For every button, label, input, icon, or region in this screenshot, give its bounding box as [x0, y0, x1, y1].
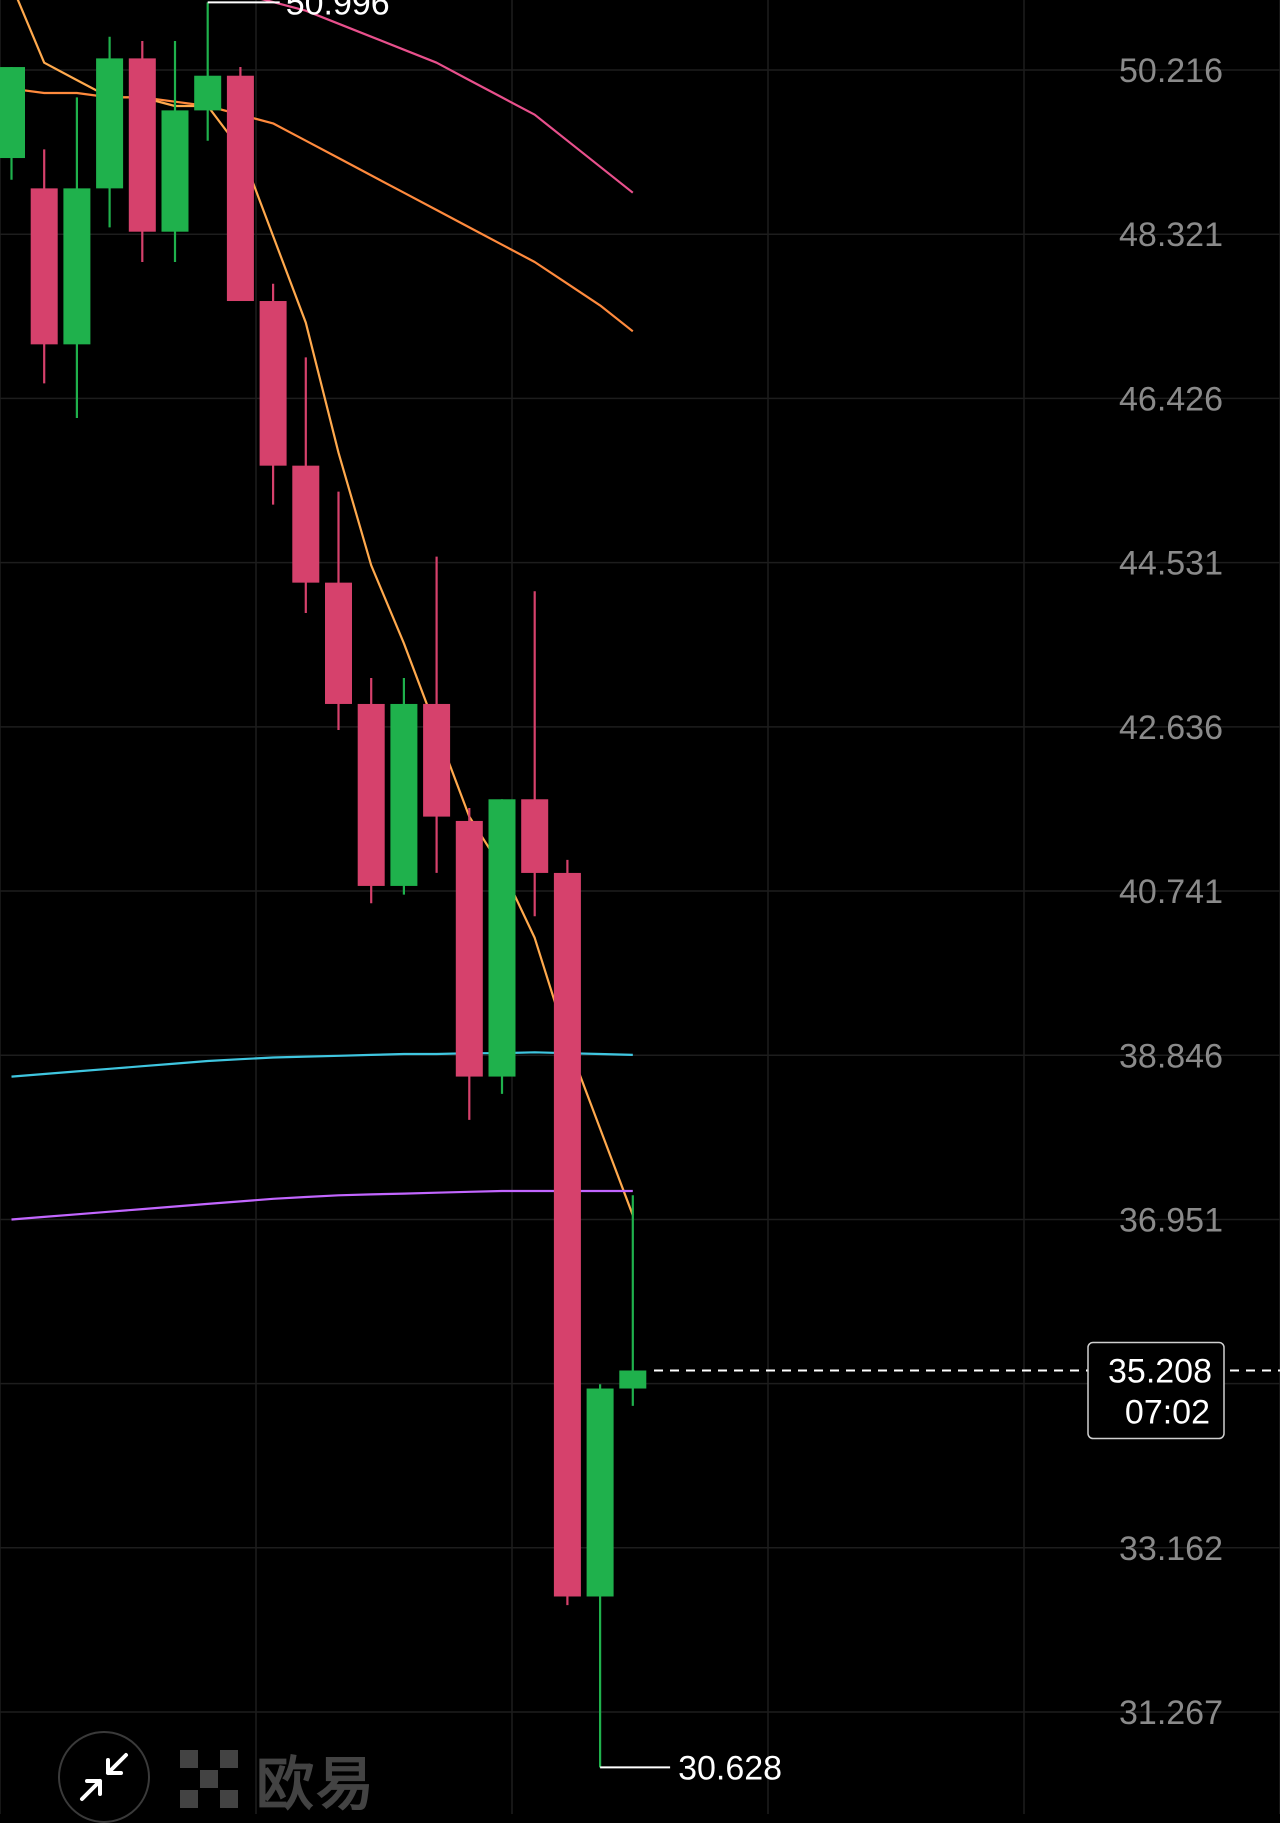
y-axis-labels: 50.216 48.321 46.426 44.531 42.636 40.741 38.8…: [1119, 52, 1223, 1732]
candle-body: [63, 188, 91, 345]
minimize-arrows-icon: [80, 1753, 128, 1801]
candle-body: [194, 75, 222, 111]
candle-body: [455, 820, 483, 1077]
candle-body: [325, 582, 352, 704]
candles: [0, 2, 647, 1768]
y-axis-label: 44.531: [1119, 545, 1223, 583]
current-price-value: 35.208: [1108, 1352, 1212, 1390]
candle-body: [292, 465, 320, 583]
candle-body: [521, 799, 549, 873]
candle-body: [259, 301, 287, 466]
okx-logo-icon: [180, 1750, 238, 1808]
candle-body: [619, 1370, 647, 1389]
y-axis-label: 38.846: [1119, 1037, 1223, 1075]
candle-countdown: 07:02: [1125, 1393, 1210, 1431]
watermark: 欧易: [180, 1744, 376, 1818]
candle-body: [0, 67, 25, 159]
moving-average-line-4: [11, 1051, 633, 1078]
y-axis-label: 48.321: [1119, 216, 1223, 254]
candle-body: [128, 58, 156, 232]
candle-body: [96, 58, 124, 189]
current-price-box: [1087, 1341, 1225, 1440]
moving-average-line-3: [260, 0, 634, 194]
candle-body: [586, 1388, 614, 1597]
y-axis-label: 33.162: [1119, 1530, 1223, 1568]
extreme-labels: 50.996 30.628: [207, 0, 782, 1787]
current-price-marker: 35.208 07:02: [654, 1341, 1280, 1440]
candle-body: [553, 872, 581, 1597]
y-axis-label: 42.636: [1119, 709, 1223, 747]
y-axis-label: 50.216: [1119, 52, 1223, 90]
low-label: 30.628: [678, 1749, 782, 1787]
y-axis-label: 31.267: [1119, 1694, 1223, 1732]
minimize-button[interactable]: [58, 1731, 150, 1823]
moving-average-line-5: [11, 1189, 633, 1221]
high-label: 50.996: [286, 0, 390, 22]
candle-body: [488, 799, 516, 1077]
watermark-text: 欧易: [256, 1750, 377, 1818]
candle-body: [357, 703, 385, 886]
y-axis-label: 46.426: [1119, 380, 1223, 418]
candle-body: [161, 110, 189, 232]
candle-body: [30, 188, 58, 345]
candle-body: [226, 75, 254, 302]
y-axis-label: 40.741: [1119, 873, 1223, 911]
y-axis-label: 36.951: [1119, 1201, 1223, 1239]
candle-body: [390, 703, 418, 886]
candle-body: [423, 703, 451, 817]
